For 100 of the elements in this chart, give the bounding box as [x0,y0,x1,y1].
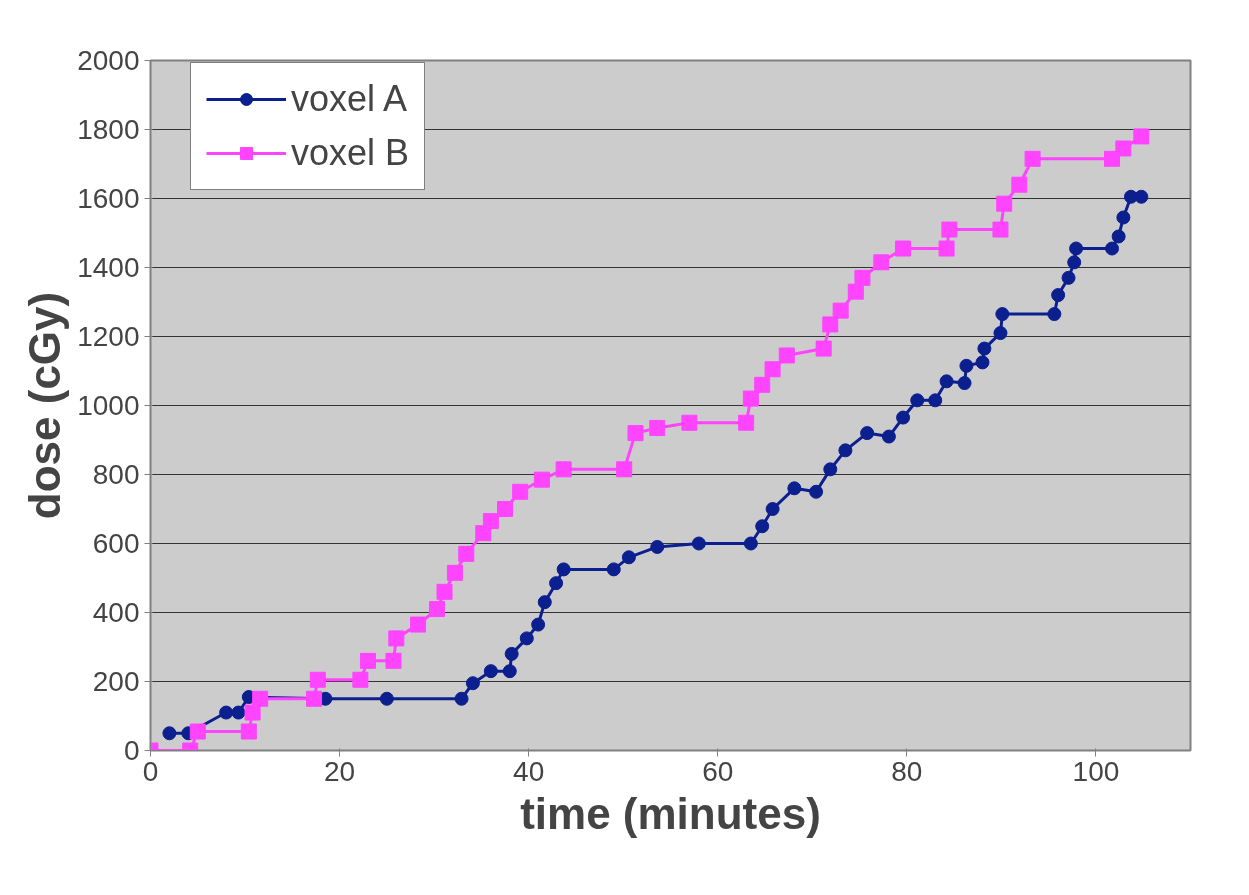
point [992,221,1009,238]
point [388,630,405,647]
y-tick-label: 2000 [77,45,140,76]
y-tick-label: 1200 [77,321,140,352]
point [231,705,246,720]
point [854,269,871,286]
x-tick-label: 80 [891,755,923,787]
y-tick-label: 1000 [77,390,140,421]
point [385,652,402,669]
point [240,723,257,740]
point [977,341,992,356]
point [847,283,864,300]
point [519,631,534,646]
point [616,461,633,478]
y-tick-label: 0 [123,735,140,766]
y-tick-label: 1600 [77,183,140,214]
point [621,550,636,565]
y-tick-label: 1400 [77,252,140,283]
point [482,513,499,530]
point [743,536,758,551]
point [754,376,771,393]
point [742,390,759,407]
point [497,501,514,517]
point [873,254,890,271]
point [531,617,546,632]
point [860,426,875,441]
point [244,704,261,721]
point [838,443,853,458]
point [606,562,621,577]
point [996,195,1013,212]
point [881,429,896,444]
legend-label: voxel B [291,132,410,174]
point [1047,307,1062,322]
point [995,307,1010,322]
x-axis-title: time (minutes) [520,788,821,838]
y-axis-title: dose (cGy) [20,291,70,520]
point [458,545,475,562]
point [454,691,469,706]
point [1133,128,1150,145]
point [957,376,972,391]
legend-label: voxel A [291,78,408,120]
point [512,483,529,500]
point [755,519,770,534]
point [483,664,498,679]
x-tick-label: 100 [1072,755,1120,787]
point [379,691,394,706]
point [910,393,925,408]
point [309,671,326,688]
point [822,316,839,333]
point [959,358,974,373]
point [189,723,206,740]
y-tick-label: 600 [92,528,140,559]
point [815,340,832,357]
point [436,583,453,600]
point [502,664,517,679]
point [359,652,376,669]
point [555,461,572,478]
point [549,576,564,591]
point [504,646,519,661]
point [765,502,780,516]
point [465,676,480,691]
point [764,361,781,378]
point [778,347,795,364]
point [1116,210,1131,225]
point [410,616,427,633]
point [1069,241,1084,256]
point [787,481,802,496]
point [895,240,912,257]
point [1134,189,1149,204]
point [928,393,943,408]
y-tick-label: 400 [92,597,140,628]
point [832,302,849,319]
point [1011,176,1028,193]
point [896,410,911,425]
point [650,539,665,554]
point [938,240,955,257]
point [1115,140,1132,157]
y-tick-label: 200 [92,666,140,697]
x-tick-label: 20 [324,755,356,787]
point [352,671,369,688]
point [306,690,323,707]
point [941,221,958,238]
point [1105,241,1120,256]
point [252,690,269,707]
point [533,471,550,488]
point [537,595,552,610]
point [809,484,824,499]
y-tick-label: 800 [92,459,140,490]
point [691,536,706,551]
point [1024,150,1041,167]
point [219,705,234,720]
point [1111,229,1126,244]
point [162,726,177,741]
point [446,564,463,581]
point [738,414,755,431]
x-tick-label: 40 [513,755,545,787]
point [1061,270,1076,285]
point [1051,288,1066,303]
point [681,414,698,431]
point [975,355,990,370]
